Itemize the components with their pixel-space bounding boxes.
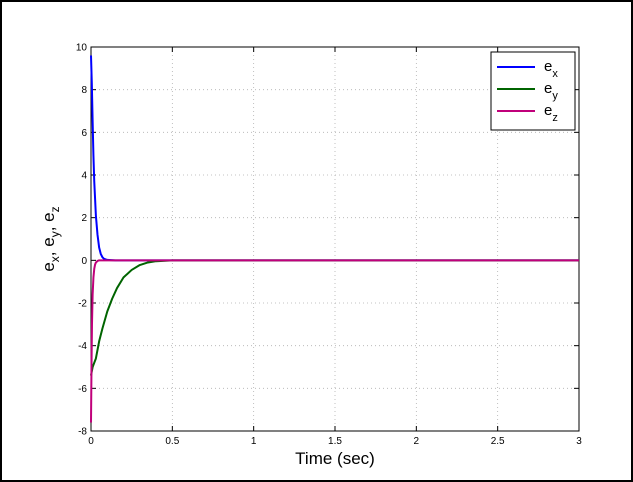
x-axis-label: Time (sec) bbox=[295, 449, 375, 468]
y-tick-label: -2 bbox=[78, 299, 87, 310]
legend-entry-y: ey bbox=[544, 80, 558, 102]
series-group bbox=[90, 55, 579, 423]
y-label-sub: y bbox=[48, 231, 62, 237]
y-tick-label: 0 bbox=[81, 256, 87, 267]
y-tick-label: 8 bbox=[81, 85, 87, 96]
y-tick-label: -4 bbox=[78, 341, 87, 352]
y-label-sub: x bbox=[48, 256, 62, 262]
legend-entry-x: ex bbox=[544, 58, 558, 80]
y-tick-label: -8 bbox=[78, 427, 87, 438]
legend-box bbox=[490, 51, 576, 131]
y-tick-label: 10 bbox=[76, 43, 88, 54]
y-label-base: e bbox=[39, 212, 58, 221]
x-tick-label: 1 bbox=[251, 436, 257, 447]
y-tick-label: 4 bbox=[81, 171, 87, 182]
y-label-sub: z bbox=[48, 206, 62, 212]
y-axis-label-text: ex, ey, ez bbox=[39, 206, 62, 271]
y-label-sep: , bbox=[39, 222, 58, 231]
y-label-base: e bbox=[39, 237, 58, 246]
y-label-sep: , bbox=[39, 247, 58, 256]
x-tick-label: 2.5 bbox=[491, 436, 505, 447]
x-tick-label: 0 bbox=[88, 436, 94, 447]
y-tick-label: -6 bbox=[78, 384, 87, 395]
x-tick-label: 3 bbox=[576, 436, 582, 447]
x-tick-label: 1.5 bbox=[328, 436, 342, 447]
series-line-z bbox=[90, 259, 579, 423]
y-axis-label: ex, ey, ez bbox=[39, 206, 62, 271]
y-tick-label: 2 bbox=[81, 213, 87, 224]
y-tick-label: 6 bbox=[81, 128, 87, 139]
x-tick-label: 0.5 bbox=[165, 436, 179, 447]
legend-entry-z: ez bbox=[544, 102, 558, 124]
grid-lines bbox=[91, 47, 579, 431]
x-tick-label: 2 bbox=[414, 436, 420, 447]
y-label-base: e bbox=[39, 262, 58, 271]
